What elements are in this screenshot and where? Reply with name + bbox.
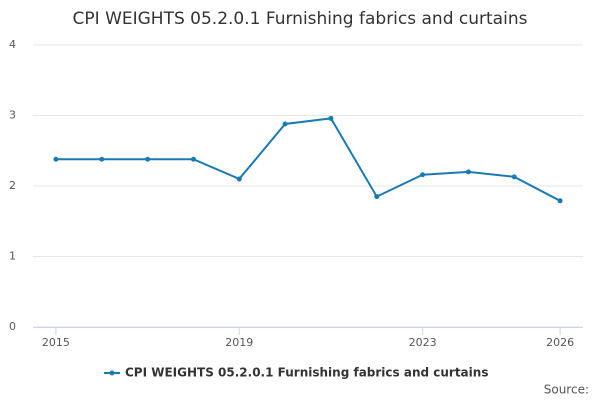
data-point: [236, 176, 242, 182]
y-tick-label: 3: [9, 109, 16, 122]
data-point: [282, 121, 288, 127]
data-point: [190, 156, 196, 162]
data-point: [374, 194, 380, 200]
x-tick-label: 2026: [546, 336, 574, 349]
y-tick-label: 1: [9, 250, 16, 263]
x-tick-label: 2019: [225, 336, 253, 349]
x-tick-label: 2023: [409, 336, 437, 349]
data-point: [99, 156, 105, 162]
chart-title: CPI WEIGHTS 05.2.0.1 Furnishing fabrics …: [73, 9, 528, 29]
y-tick-label: 0: [9, 320, 16, 333]
data-point: [328, 115, 334, 121]
y-tick-label: 4: [9, 38, 16, 51]
data-point: [420, 172, 426, 178]
y-tick-label: 2: [9, 179, 16, 192]
data-point: [53, 156, 59, 162]
data-point: [145, 156, 151, 162]
data-point: [557, 198, 563, 204]
data-point: [511, 174, 517, 180]
legend-marker: [109, 370, 115, 376]
source-label: Source:: [544, 383, 589, 397]
series-line: [55, 117, 561, 202]
data-point: [465, 169, 471, 175]
x-tick-label: 2015: [42, 336, 70, 349]
legend-label: CPI WEIGHTS 05.2.0.1 Furnishing fabrics …: [125, 366, 488, 380]
